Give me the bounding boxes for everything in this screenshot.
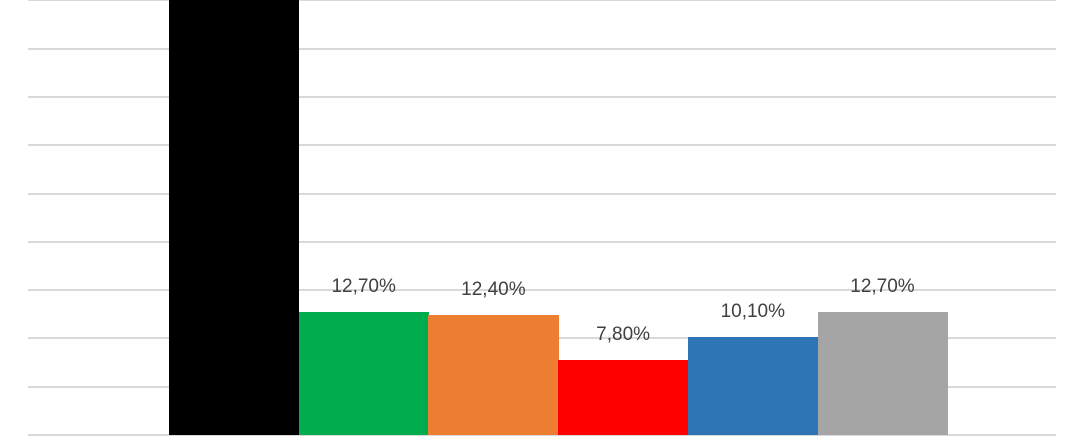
bar-2 [428, 315, 559, 435]
gridline [28, 0, 1056, 2]
bar-5 [817, 312, 948, 435]
gridline [28, 240, 1056, 243]
gridline [28, 192, 1056, 195]
bar-3 [558, 359, 689, 435]
gridline [28, 95, 1056, 98]
gridline [28, 434, 1056, 436]
bar-1 [298, 312, 429, 435]
gridline [28, 47, 1056, 50]
gridline [28, 289, 1056, 292]
bar-4 [687, 337, 818, 435]
gridline [28, 144, 1056, 147]
data-label: 12,70% [331, 276, 396, 298]
data-label: 12,40% [461, 279, 526, 301]
data-label: 7,80% [596, 323, 651, 345]
bar-0 [169, 0, 300, 435]
data-label: 12,70% [850, 276, 915, 298]
data-label: 10,10% [720, 301, 786, 323]
